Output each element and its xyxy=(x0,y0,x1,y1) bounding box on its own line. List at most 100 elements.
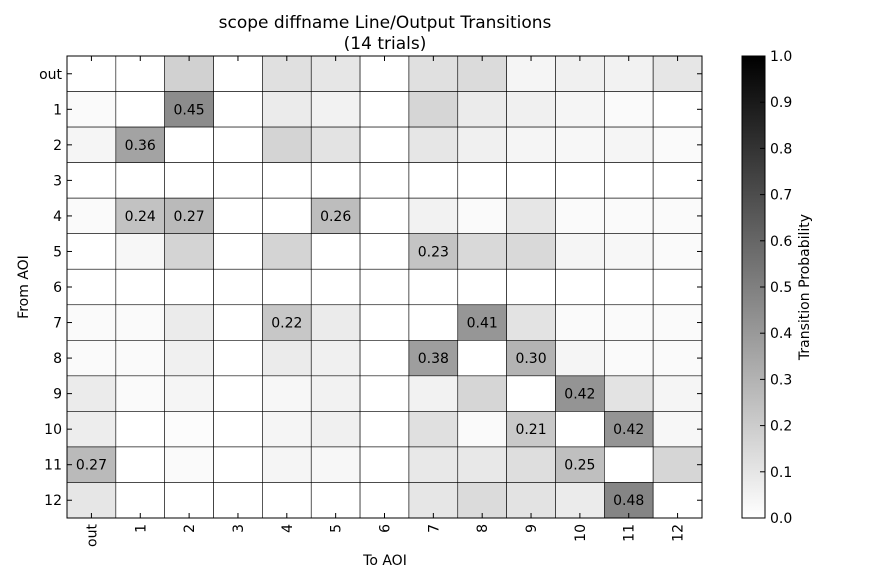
chart-title: scope diffname Line/Output Transitions xyxy=(219,13,552,33)
heatmap-cell xyxy=(213,340,263,377)
heatmap-cell xyxy=(310,126,361,163)
heatmap-cell xyxy=(262,411,312,448)
cell-value-label: 0.21 xyxy=(515,422,546,438)
heatmap-cell xyxy=(213,482,263,519)
y-tick-label: 2 xyxy=(53,138,62,154)
colorbar-tick-label: 1.0 xyxy=(770,49,792,65)
x-tick-label: 11 xyxy=(622,524,638,542)
heatmap-cell xyxy=(359,91,410,128)
heatmap-cells: 0.45 0.36 0.24 0.27 0.26 0.23 0.22 0.41 0.38 0.30… xyxy=(66,55,703,519)
colorbar-tick-label: 0.1 xyxy=(770,465,792,481)
plot-frame xyxy=(66,55,703,519)
y-axis-label: From AOI xyxy=(16,255,32,319)
heatmap-cell xyxy=(506,482,556,519)
heatmap-cell xyxy=(555,55,605,92)
heatmap-cell xyxy=(457,268,507,306)
heatmap-cell xyxy=(652,482,703,519)
heatmap-cell xyxy=(115,375,165,412)
cell-value-label: 0.36 xyxy=(125,138,156,154)
heatmap-cell xyxy=(66,197,117,234)
colorbar-tick-label: 0.4 xyxy=(770,326,792,342)
heatmap-cell xyxy=(457,162,507,199)
heatmap-cell xyxy=(604,91,654,128)
heatmap-cell xyxy=(164,126,214,163)
colorbar-tick-label: 0.5 xyxy=(770,280,792,296)
heatmap-cell xyxy=(164,197,214,234)
heatmap-cell xyxy=(408,233,459,270)
x-tick-label: 9 xyxy=(524,524,540,533)
heatmap-cell xyxy=(66,162,117,199)
cell-value-label: 0.45 xyxy=(174,102,205,118)
cell-value-label: 0.30 xyxy=(515,351,546,367)
colorbar-ticks: 0.0 0.1 0.2 0.3 0.4 0.5 0.6 0.7 0.8 0.9 1.0 xyxy=(760,49,792,527)
heatmap-cell xyxy=(652,55,703,92)
heatmap-cell xyxy=(457,197,507,234)
heatmap-cell xyxy=(164,482,214,519)
heatmap-cell xyxy=(359,162,410,199)
heatmap-cell xyxy=(310,162,361,199)
x-tick-label: 3 xyxy=(231,524,247,533)
heatmap-cell xyxy=(506,446,556,483)
y-tick-label: 5 xyxy=(53,244,62,260)
heatmap-cell xyxy=(115,91,165,128)
heatmap-cell xyxy=(310,55,361,92)
heatmap-cell xyxy=(652,162,703,199)
heatmap-cell xyxy=(310,233,361,270)
heatmap-cell xyxy=(652,340,703,377)
heatmap-cell xyxy=(66,304,117,341)
heatmap-cell xyxy=(506,55,556,92)
heatmap-cell xyxy=(213,411,263,448)
heatmap-cell xyxy=(457,55,507,92)
heatmap-cell xyxy=(359,340,410,377)
heatmap-cell xyxy=(262,91,312,128)
heatmap-cell xyxy=(115,55,165,92)
heatmap-cell xyxy=(213,91,263,128)
x-tick-label: 2 xyxy=(182,524,198,533)
heatmap-cell xyxy=(555,126,605,163)
heatmap-cell xyxy=(652,411,703,448)
heatmap-cell xyxy=(555,304,605,341)
heatmap-cell xyxy=(652,446,703,483)
heatmap-cell xyxy=(310,375,361,412)
y-tick-label: 8 xyxy=(53,351,62,367)
heatmap-cell xyxy=(457,340,507,377)
heatmap-cell xyxy=(408,304,459,341)
y-tick-label: 10 xyxy=(44,422,62,438)
heatmap-cell xyxy=(359,446,410,483)
heatmap-cell xyxy=(262,446,312,483)
heatmap-cell xyxy=(164,55,214,92)
x-tick-label: 12 xyxy=(671,524,687,542)
heatmap-cell xyxy=(115,446,165,483)
heatmap-cell xyxy=(604,268,654,306)
heatmap-cell xyxy=(652,91,703,128)
x-tick-label: 7 xyxy=(426,524,442,533)
heatmap-cell xyxy=(652,233,703,270)
heatmap-cell xyxy=(262,55,312,92)
heatmap-cell xyxy=(604,233,654,270)
heatmap-cell xyxy=(262,162,312,199)
heatmap-cell xyxy=(262,126,312,163)
heatmap-cell xyxy=(164,162,214,199)
cell-value-label: 0.26 xyxy=(320,209,351,225)
heatmap-cell xyxy=(115,233,165,270)
heatmap-cell xyxy=(408,446,459,483)
cell-value-label: 0.25 xyxy=(564,458,595,474)
x-tick-label: 10 xyxy=(573,524,589,542)
heatmap-cell xyxy=(164,268,214,306)
heatmap-cell xyxy=(66,411,117,448)
heatmap-cell xyxy=(115,197,165,234)
heatmap-cell xyxy=(457,126,507,163)
heatmap-cell xyxy=(604,162,654,199)
heatmap-cell xyxy=(652,375,703,412)
heatmap-cell xyxy=(506,197,556,234)
x-tick-label: 4 xyxy=(280,524,296,533)
cell-value-label: 0.38 xyxy=(418,351,449,367)
heatmap-cell xyxy=(359,304,410,341)
heatmap-cell xyxy=(66,482,117,519)
heatmap-cell xyxy=(555,233,605,270)
x-axis-ticks: out 1 2 3 4 5 6 7 8 9 10 11 12 xyxy=(84,56,687,547)
heatmap-cell xyxy=(66,446,117,483)
heatmap-cell xyxy=(604,304,654,341)
heatmap-cell xyxy=(164,233,214,270)
